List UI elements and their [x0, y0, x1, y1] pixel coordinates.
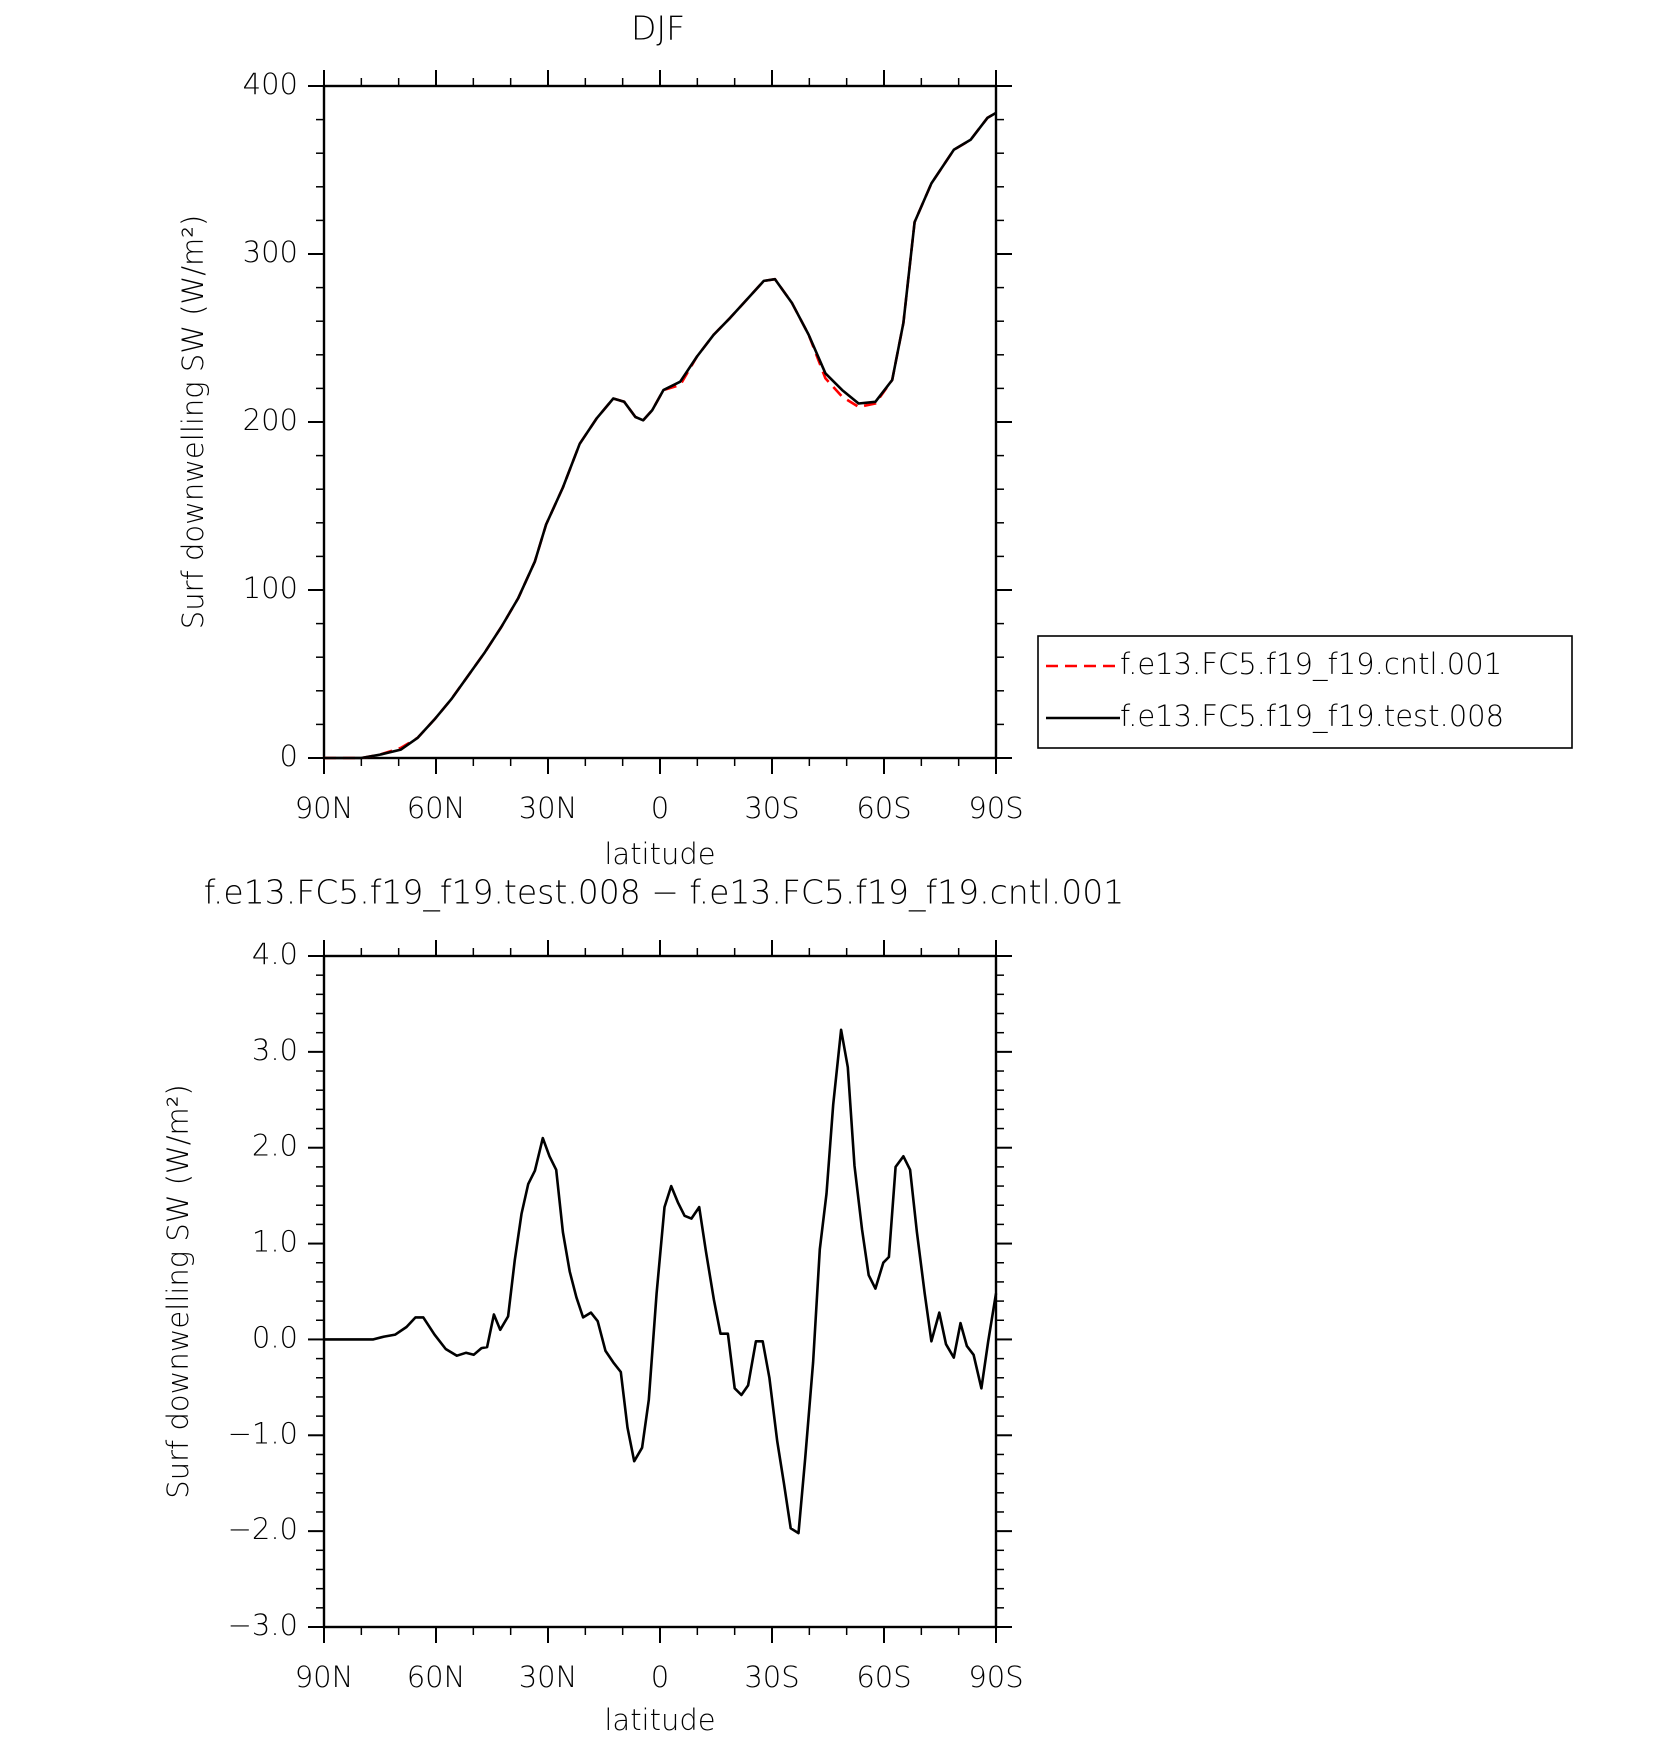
y-tick-label: 200 — [243, 403, 298, 437]
x-tick-label: 0 — [651, 791, 669, 825]
plot-frame — [322, 954, 998, 1629]
x-tick-label: 30S — [744, 1660, 799, 1694]
x-axis-label: latitude — [604, 1703, 715, 1737]
y-tick-label: 400 — [243, 67, 298, 101]
legend-label: f.e13.FC5.f19_f19.cntl.001 — [1120, 647, 1502, 682]
y-tick-label: 300 — [243, 235, 298, 269]
y-tick-label: −3.0 — [228, 1608, 298, 1642]
legend-label: f.e13.FC5.f19_f19.test.008 — [1120, 699, 1504, 734]
x-axis-label: latitude — [604, 837, 715, 871]
x-tick-label: 60S — [856, 1660, 911, 1694]
y-tick-label: 4.0 — [252, 937, 298, 971]
data-line — [324, 111, 997, 760]
x-tick-label: 60S — [856, 791, 911, 825]
x-tick-label: 60N — [407, 791, 466, 825]
chart-title: f.e13.FC5.f19_f19.test.008 − f.e13.FC5.f… — [204, 873, 1125, 913]
y-tick-label: 0.0 — [252, 1320, 298, 1354]
y-tick-label: 1.0 — [252, 1225, 298, 1259]
y-tick-label: −1.0 — [228, 1416, 298, 1450]
x-tick-label: 90S — [968, 1660, 1023, 1694]
chart-title: DJF — [631, 9, 685, 48]
x-tick-label: 90S — [968, 791, 1023, 825]
y-tick-label: 2.0 — [252, 1129, 298, 1163]
y-axis-label: Surf downwelling SW (W/m²) — [161, 1084, 195, 1498]
data-line — [324, 1028, 998, 1535]
y-tick-label: 0 — [280, 739, 298, 773]
x-tick-label: 90N — [295, 1660, 354, 1694]
y-tick-label: −2.0 — [228, 1512, 298, 1546]
y-tick-label: 100 — [243, 571, 298, 605]
y-tick-label: 3.0 — [252, 1033, 298, 1067]
x-tick-label: 90N — [295, 791, 354, 825]
x-tick-label: 30S — [744, 791, 799, 825]
x-tick-label: 0 — [651, 1660, 669, 1694]
x-tick-label: 30N — [519, 1660, 578, 1694]
data-line — [324, 111, 997, 760]
legend-box — [1037, 635, 1573, 749]
plot-frame — [322, 84, 998, 760]
y-axis-label: Surf downwelling SW (W/m²) — [176, 215, 210, 629]
x-tick-label: 30N — [519, 791, 578, 825]
x-tick-label: 60N — [407, 1660, 466, 1694]
